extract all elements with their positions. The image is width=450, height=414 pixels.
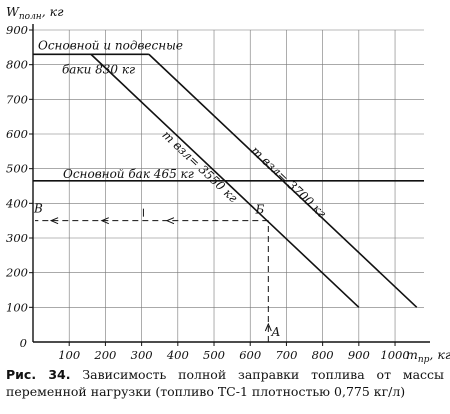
y-axis-title-sub: полн [19,12,42,22]
y-tick-label-200: 200 [5,266,28,280]
x-tick-label-100: 100 [58,348,80,362]
point-v-label: В [33,202,43,216]
example-arrow-up [264,322,272,332]
axes [29,24,430,346]
example-path [35,208,272,342]
example-arrow-left-1 [100,217,109,225]
y-tick-label-700: 700 [6,92,28,106]
grid [33,29,424,342]
x-axis-title-sub: пр [418,355,430,364]
caption-number: Рис. 34. [6,367,71,382]
x-axis-title: mпр, кг [406,347,450,364]
series-line-w3700 [148,53,418,308]
fuel-load-chart: 100 200 300 400 500 600 700 800 900 1000 100 200 300… [5,4,450,364]
tick-labels: 100 200 300 400 500 600 700 800 900 1000 100 200 300… [5,4,450,364]
annotation-main-aux-line2: баки 830 кг [62,62,135,76]
y-tick-label-500: 500 [6,162,28,176]
y-axis-title: Wполн, кг [6,4,64,22]
y-tick-label-400: 400 [5,196,28,210]
annotations: А Б В Основной и подвесные баки 830 кг Основн… [33,38,329,339]
figure-caption: Рис. 34. Зависимость полной заправки топ… [6,366,444,400]
series-line-w3550 [90,53,360,308]
example-arrow-left-2 [49,217,59,225]
y-tick-label-800: 800 [6,58,28,72]
x-tick-label-1000: 1000 [380,348,409,362]
x-tick-label-300: 300 [131,348,153,362]
x-tick-label-500: 500 [203,348,225,362]
x-tick-label-900: 900 [348,348,370,362]
example-arrow-left-0 [165,217,175,225]
annotation-main-aux-line1: Основной и подвесные [38,38,183,52]
x-axis-title-unit: , кг [429,347,450,362]
y-tick-label-300: 300 [6,231,28,245]
caption-text: Зависимость полной заправки топлива от м… [6,367,444,399]
origin-label: 0 [20,336,27,350]
annotation-main-tank: Основной бак 465 кг [63,167,194,181]
point-b-label: Б [254,203,264,217]
x-tick-label-200: 200 [93,348,116,362]
x-tick-label-800: 800 [312,348,334,362]
point-a-label: А [270,325,280,339]
fuel-lines [33,53,424,308]
y-axis-title-unit: , кг [42,4,64,19]
y-tick-label-600: 600 [6,127,28,141]
x-tick-label-700: 700 [275,348,297,362]
y-tick-label-100: 100 [6,300,28,314]
x-tick-label-400: 400 [166,348,189,362]
x-tick-label-600: 600 [239,348,261,362]
y-tick-label-900: 900 [6,23,28,37]
